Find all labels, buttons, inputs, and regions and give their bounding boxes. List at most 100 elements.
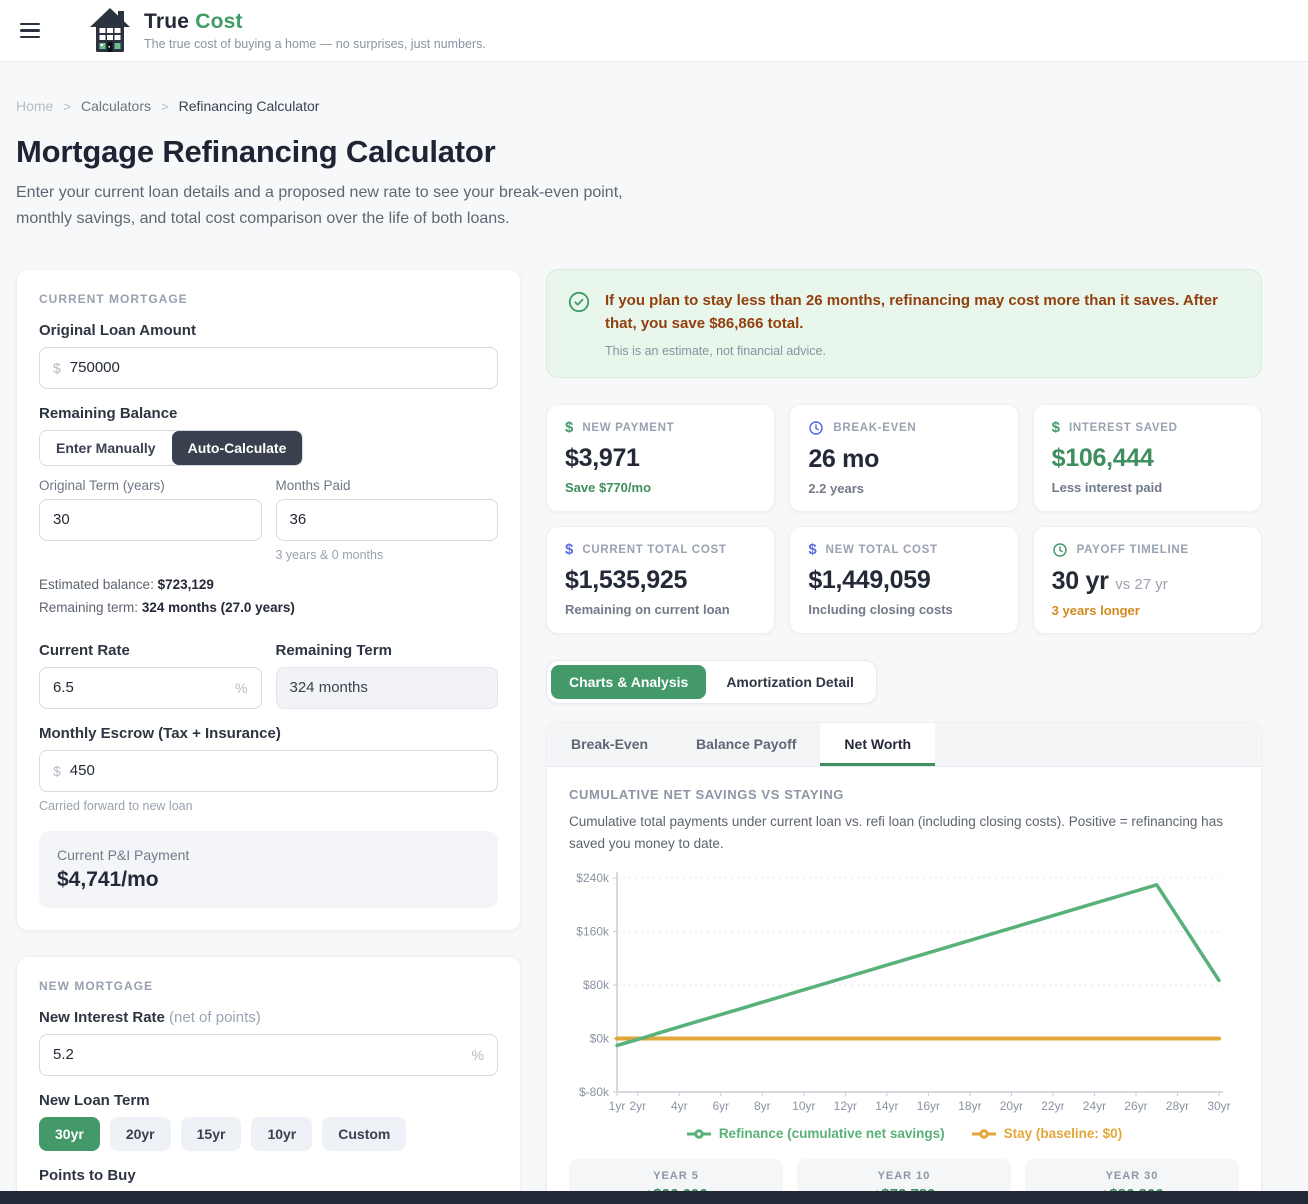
breadcrumb-home[interactable]: Home: [16, 98, 54, 114]
current-rate-input[interactable]: [53, 679, 228, 697]
term-option-30yr[interactable]: 30yr: [39, 1116, 100, 1151]
auto-calculate-button[interactable]: Auto-Calculate: [171, 430, 303, 465]
original-loan-amount-label: Original Loan Amount: [39, 321, 196, 339]
stat-value: $106,444: [1051, 444, 1154, 473]
chart-description: Cumulative total payments under current …: [569, 814, 1223, 851]
estimated-balance-row: Estimated balance: $723,129 Remaining te…: [39, 576, 295, 615]
subtab-net-worth[interactable]: Net Worth: [820, 723, 936, 767]
alert-message: If you plan to stay less than 26 months,…: [605, 291, 1218, 333]
stat-value: 30 yr vs 27 yr: [1051, 567, 1168, 596]
clock-icon: [808, 420, 824, 436]
svg-text:$0k: $0k: [590, 1032, 610, 1046]
svg-text:20yr: 20yr: [1000, 1099, 1023, 1113]
chart-legend: Refinance (cumulative net savings) Stay …: [569, 1126, 1239, 1141]
svg-text:12yr: 12yr: [834, 1099, 857, 1113]
breadcrumb-current: Refinancing Calculator: [178, 98, 320, 114]
stat-card-current-total-cost: $ CURRENT TOTAL COST $1,535,925 Remaining…: [546, 526, 776, 635]
term-option-custom[interactable]: Custom: [322, 1116, 407, 1151]
svg-text:$-80k: $-80k: [579, 1085, 610, 1099]
brand-logo[interactable]: True Cost The true cost of buying a home…: [88, 7, 486, 54]
svg-text:8yr: 8yr: [754, 1099, 771, 1113]
brand-tagline: The true cost of buying a home — no surp…: [144, 37, 486, 51]
new-interest-rate-field[interactable]: %: [39, 1033, 498, 1076]
term-option-10yr[interactable]: 10yr: [251, 1116, 313, 1151]
svg-text:18yr: 18yr: [958, 1099, 981, 1113]
app-header: True Cost The true cost of buying a home…: [0, 0, 1308, 62]
dollar-icon: $: [565, 541, 574, 559]
brand-name: True Cost: [144, 10, 243, 33]
monthly-escrow-input[interactable]: [69, 762, 484, 780]
breadcrumb: Home > Calculators > Refinancing Calcula…: [16, 98, 1292, 114]
percent-suffix-icon: %: [235, 679, 248, 696]
term-option-20yr[interactable]: 20yr: [109, 1116, 171, 1151]
stat-sub: Less interest paid: [1051, 480, 1163, 496]
current-pi-payment-box: Current P&I Payment $4,741/mo: [39, 830, 498, 908]
legend-stay[interactable]: Stay (baseline: $0): [971, 1126, 1122, 1141]
alert-note: This is an estimate, not financial advic…: [605, 344, 826, 359]
monthly-escrow-field[interactable]: $: [39, 749, 498, 792]
svg-text:4yr: 4yr: [671, 1099, 688, 1113]
pi-payment-value: $4,741/mo: [57, 867, 159, 891]
months-paid-hint: 3 years & 0 months: [275, 547, 384, 562]
original-term-input[interactable]: [53, 511, 248, 529]
percent-suffix-icon: %: [471, 1046, 484, 1063]
main-tabs: Charts & Analysis Amortization Detail: [546, 660, 877, 705]
original-loan-amount-input[interactable]: [69, 359, 484, 377]
subtab-break-even[interactable]: Break-Even: [547, 723, 672, 766]
chart-title: CUMULATIVE NET SAVINGS VS STAYING: [569, 787, 845, 803]
breadcrumb-separator: >: [63, 98, 71, 114]
stat-sub: Remaining on current loan: [565, 602, 730, 618]
tab-amortization-detail[interactable]: Amortization Detail: [708, 665, 872, 699]
stat-value: $3,971: [565, 444, 640, 473]
footer-bar: [0, 1191, 1308, 1204]
tab-charts-analysis[interactable]: Charts & Analysis: [551, 665, 707, 700]
current-rate-field[interactable]: %: [39, 666, 262, 709]
svg-text:28yr: 28yr: [1166, 1099, 1189, 1113]
check-circle-icon: [568, 291, 590, 312]
stat-sub: 3 years longer: [1051, 603, 1140, 619]
remaining-term-value: 324 months (27.0 years): [141, 599, 295, 615]
months-paid-label: Months Paid: [275, 477, 351, 493]
remaining-balance-toggle: Enter Manually Auto-Calculate: [39, 429, 304, 466]
months-paid-field[interactable]: [275, 498, 498, 541]
remaining-term-readonly-field: 324 months: [275, 666, 498, 709]
current-rate-label: Current Rate: [39, 641, 130, 659]
current-mortgage-heading: CURRENT MORTGAGE: [39, 291, 188, 306]
svg-text:$160k: $160k: [576, 925, 610, 939]
new-mortgage-panel: NEW MORTGAGE New Interest Rate (net of p…: [16, 955, 521, 1204]
estimated-balance-value: $723,129: [157, 576, 214, 592]
stat-card-interest-saved: $ INTEREST SAVED $106,444 Less interest p…: [1032, 404, 1262, 513]
svg-text:14yr: 14yr: [875, 1099, 898, 1113]
legend-refinance[interactable]: Refinance (cumulative net savings): [686, 1126, 945, 1141]
stat-value: $1,449,059: [808, 566, 931, 595]
house-logo-icon: [90, 8, 130, 52]
monthly-escrow-hint: Carried forward to new loan: [39, 798, 193, 813]
months-paid-input[interactable]: [289, 511, 484, 529]
original-loan-amount-field[interactable]: $: [39, 346, 498, 389]
breadcrumb-calculators[interactable]: Calculators: [80, 98, 151, 114]
dollar-icon: $: [565, 419, 574, 437]
chart-panel: Break-Even Balance Payoff Net Worth CUMU…: [546, 722, 1262, 1204]
subtab-balance-payoff[interactable]: Balance Payoff: [672, 723, 820, 766]
page-subtitle: Enter your current loan details and a pr…: [16, 184, 623, 228]
dollar-icon: $: [808, 541, 817, 559]
original-term-label: Original Term (years): [39, 477, 165, 493]
stat-card-new-total-cost: $ NEW TOTAL COST $1,449,059 Including clo…: [789, 526, 1019, 635]
svg-text:22yr: 22yr: [1041, 1099, 1064, 1113]
new-mortgage-heading: NEW MORTGAGE: [39, 978, 153, 993]
new-interest-rate-input[interactable]: [53, 1046, 464, 1064]
monthly-escrow-label: Monthly Escrow (Tax + Insurance): [39, 724, 281, 742]
svg-text:10yr: 10yr: [792, 1099, 815, 1113]
enter-manually-button[interactable]: Enter Manually: [40, 431, 172, 465]
stat-value: $1,535,925: [565, 566, 688, 595]
svg-text:30yr: 30yr: [1207, 1099, 1230, 1113]
stat-card-new-payment: $ NEW PAYMENT $3,971 Save $770/mo: [546, 404, 776, 513]
svg-text:6yr: 6yr: [712, 1099, 729, 1113]
svg-text:24yr: 24yr: [1083, 1099, 1106, 1113]
term-option-15yr[interactable]: 15yr: [180, 1116, 242, 1151]
stat-sub: 2.2 years: [808, 481, 864, 497]
menu-icon[interactable]: [20, 18, 50, 44]
points-to-buy-label: Points to Buy: [39, 1166, 136, 1184]
dollar-prefix-icon: $: [53, 359, 61, 376]
original-term-field[interactable]: [39, 498, 262, 541]
